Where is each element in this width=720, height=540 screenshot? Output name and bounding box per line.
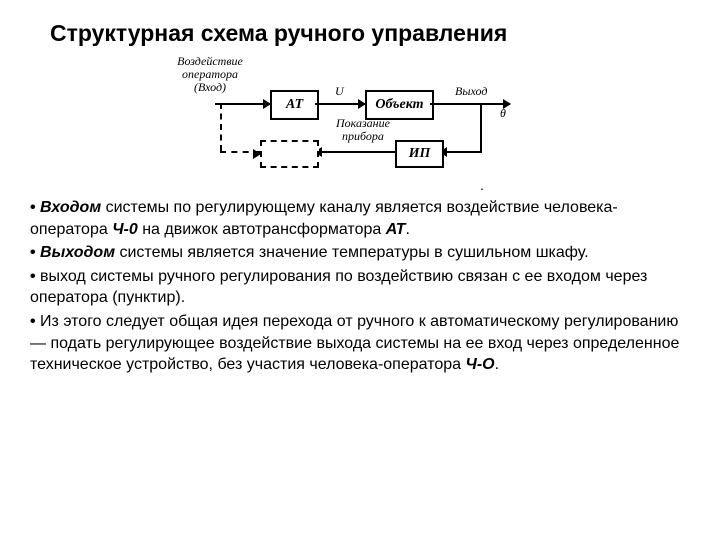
arrow-into-ip xyxy=(440,151,482,153)
paragraph-2: • Выходом системы является значение темп… xyxy=(30,242,690,264)
label-theta: θ xyxy=(500,107,506,120)
box-at: АТ xyxy=(270,90,319,120)
arrow-output xyxy=(430,103,510,105)
box-ip: ИП xyxy=(395,140,444,168)
line-dashed-v xyxy=(220,103,222,151)
paragraph-4: • Из этого следует общая идея перехода о… xyxy=(30,311,690,376)
label-input: Воздействиеоператора(Вход) xyxy=(170,55,250,95)
arrow-input xyxy=(215,103,270,105)
body-text: • Входом системы по регулирующему каналу… xyxy=(30,197,690,376)
label-output: Выход xyxy=(455,85,487,98)
line-down-right xyxy=(480,103,482,153)
line-dashed-h xyxy=(220,151,260,153)
arrow-ip-left xyxy=(315,151,395,153)
label-u: U xyxy=(335,85,344,98)
label-feedback: Показаниеприбора xyxy=(328,117,398,143)
arrow-u xyxy=(315,103,365,105)
dot: . xyxy=(480,177,484,193)
block-diagram: Воздействиеоператора(Вход) АТ U Объект В… xyxy=(180,55,540,185)
paragraph-1: • Входом системы по регулирующему каналу… xyxy=(30,197,690,240)
paragraph-3: • выход системы ручного регулирования по… xyxy=(30,266,690,309)
page-title: Структурная схема ручного управления xyxy=(30,20,690,47)
box-dashed xyxy=(260,140,319,168)
